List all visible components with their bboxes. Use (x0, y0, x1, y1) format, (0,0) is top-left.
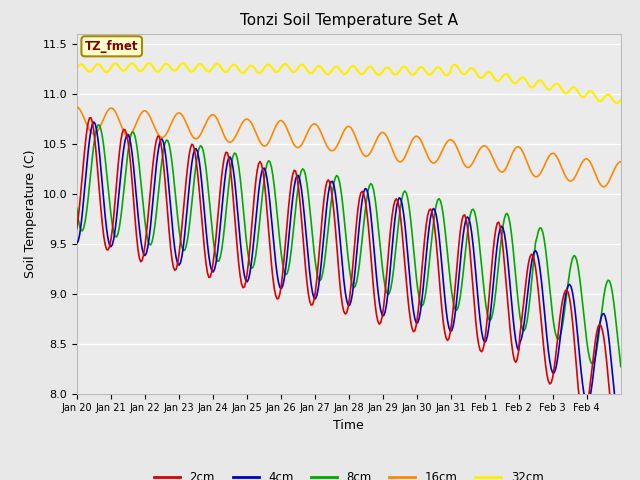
X-axis label: Time: Time (333, 419, 364, 432)
Legend: 2cm, 4cm, 8cm, 16cm, 32cm: 2cm, 4cm, 8cm, 16cm, 32cm (149, 466, 548, 480)
Title: Tonzi Soil Temperature Set A: Tonzi Soil Temperature Set A (240, 13, 458, 28)
Text: TZ_fmet: TZ_fmet (85, 40, 138, 53)
Y-axis label: Soil Temperature (C): Soil Temperature (C) (24, 149, 37, 278)
